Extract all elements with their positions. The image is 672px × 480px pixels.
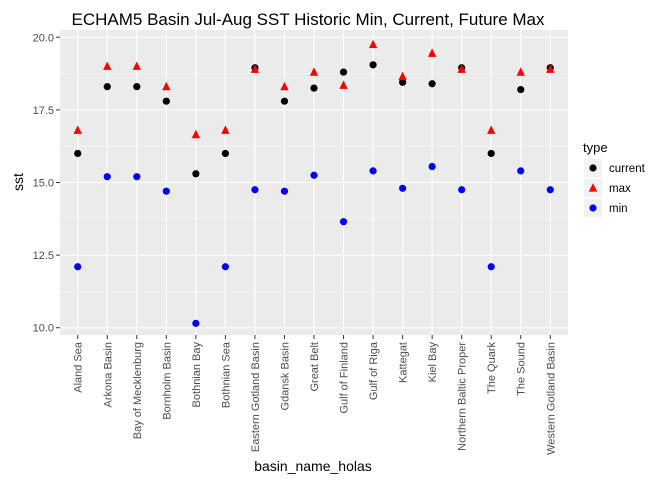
point-max — [73, 125, 82, 134]
legend-label-max: max — [609, 183, 631, 195]
x-tick-label: Northern Baltic Proper — [457, 342, 469, 451]
point-min — [369, 167, 377, 175]
point-current — [162, 97, 170, 105]
point-current — [428, 80, 436, 88]
x-tick-label: Gulf of Finland — [339, 342, 351, 414]
x-tick-label: The Quark — [486, 342, 498, 394]
x-tick-label: Arkona Basin — [102, 342, 114, 407]
point-current — [280, 97, 289, 105]
point-current — [487, 149, 495, 158]
legend-key-current — [589, 164, 597, 172]
point-current — [339, 68, 348, 76]
x-tick-label: Bornholm Basin — [161, 342, 173, 420]
point-min — [339, 218, 348, 226]
x-tick-label: The Sound — [516, 342, 528, 396]
point-max — [516, 67, 525, 76]
point-max — [398, 71, 407, 81]
x-tick-label: Eastern Gotland Basin — [250, 342, 262, 452]
point-min — [74, 263, 82, 271]
point-min — [162, 187, 170, 195]
point-min — [103, 173, 111, 181]
point-current — [74, 149, 82, 158]
x-tick-label: Kattegat — [398, 342, 410, 383]
y-tick-label: 17.5 — [33, 105, 54, 117]
point-current — [517, 85, 525, 94]
y-tick-label: 15.0 — [33, 178, 54, 190]
x-tick-label: Kiel Bay — [427, 342, 439, 383]
point-max — [280, 81, 289, 91]
point-min — [251, 186, 259, 194]
point-max — [309, 67, 319, 76]
point-current — [221, 149, 229, 158]
point-current — [133, 83, 141, 91]
point-current — [103, 83, 111, 91]
x-tick-label: Gdansk Basin — [279, 342, 291, 410]
legend-title: type — [583, 140, 608, 155]
legend: type current max min — [583, 140, 646, 217]
point-min — [428, 162, 436, 171]
point-min — [458, 186, 466, 194]
point-max — [546, 64, 555, 73]
point-max — [132, 61, 141, 70]
y-tick-label: 10.0 — [33, 323, 54, 335]
x-axis-title: basin_name_holas — [254, 458, 372, 474]
point-max — [368, 39, 378, 49]
y-tick-label: 12.5 — [33, 250, 54, 262]
legend-label-current: current — [609, 163, 646, 175]
point-min — [133, 173, 141, 181]
point-max — [103, 61, 112, 70]
y-axis: 10.0 12.5 15.0 17.5 20.0 — [33, 32, 60, 335]
point-min — [399, 184, 407, 192]
point-current — [399, 78, 407, 86]
point-current — [310, 84, 318, 92]
point-min — [280, 187, 289, 195]
legend-key-max — [588, 183, 598, 192]
x-tick-label: Bothnian Sea — [220, 341, 232, 408]
point-min — [192, 319, 200, 327]
point-max — [191, 129, 201, 139]
point-max — [457, 64, 466, 73]
point-current — [192, 170, 200, 178]
point-max — [339, 80, 348, 89]
chart-title: ECHAM5 Basin Jul-Aug SST Historic Min, C… — [72, 10, 545, 29]
x-tick-label: Gulf of Riga — [368, 341, 380, 400]
point-max — [427, 48, 437, 57]
point-min — [517, 167, 525, 175]
point-min — [546, 186, 554, 194]
grid — [60, 30, 568, 335]
x-tick-label: Aland Sea — [73, 341, 85, 393]
legend-label-min: min — [609, 203, 628, 215]
x-tick-label: Great Belt — [309, 342, 321, 392]
point-max — [221, 125, 230, 134]
point-max — [487, 125, 496, 134]
point-max — [162, 81, 171, 91]
data-points — [73, 39, 555, 327]
legend-key-min — [589, 204, 597, 212]
x-tick-label: Bay of Mecklenburg — [132, 342, 144, 439]
point-min — [221, 263, 229, 271]
x-axis: Aland Sea Arkona Basin Bay of Mecklenburg B… — [73, 335, 557, 455]
y-axis-title: sst — [10, 173, 26, 191]
x-tick-label: Bothnian Bay — [191, 342, 203, 408]
y-tick-label: 20.0 — [33, 32, 54, 44]
point-current — [369, 61, 377, 69]
x-tick-label: Western Gotland Basin — [545, 342, 557, 455]
point-min — [310, 171, 318, 179]
point-min — [487, 263, 495, 271]
point-max — [250, 64, 260, 73]
